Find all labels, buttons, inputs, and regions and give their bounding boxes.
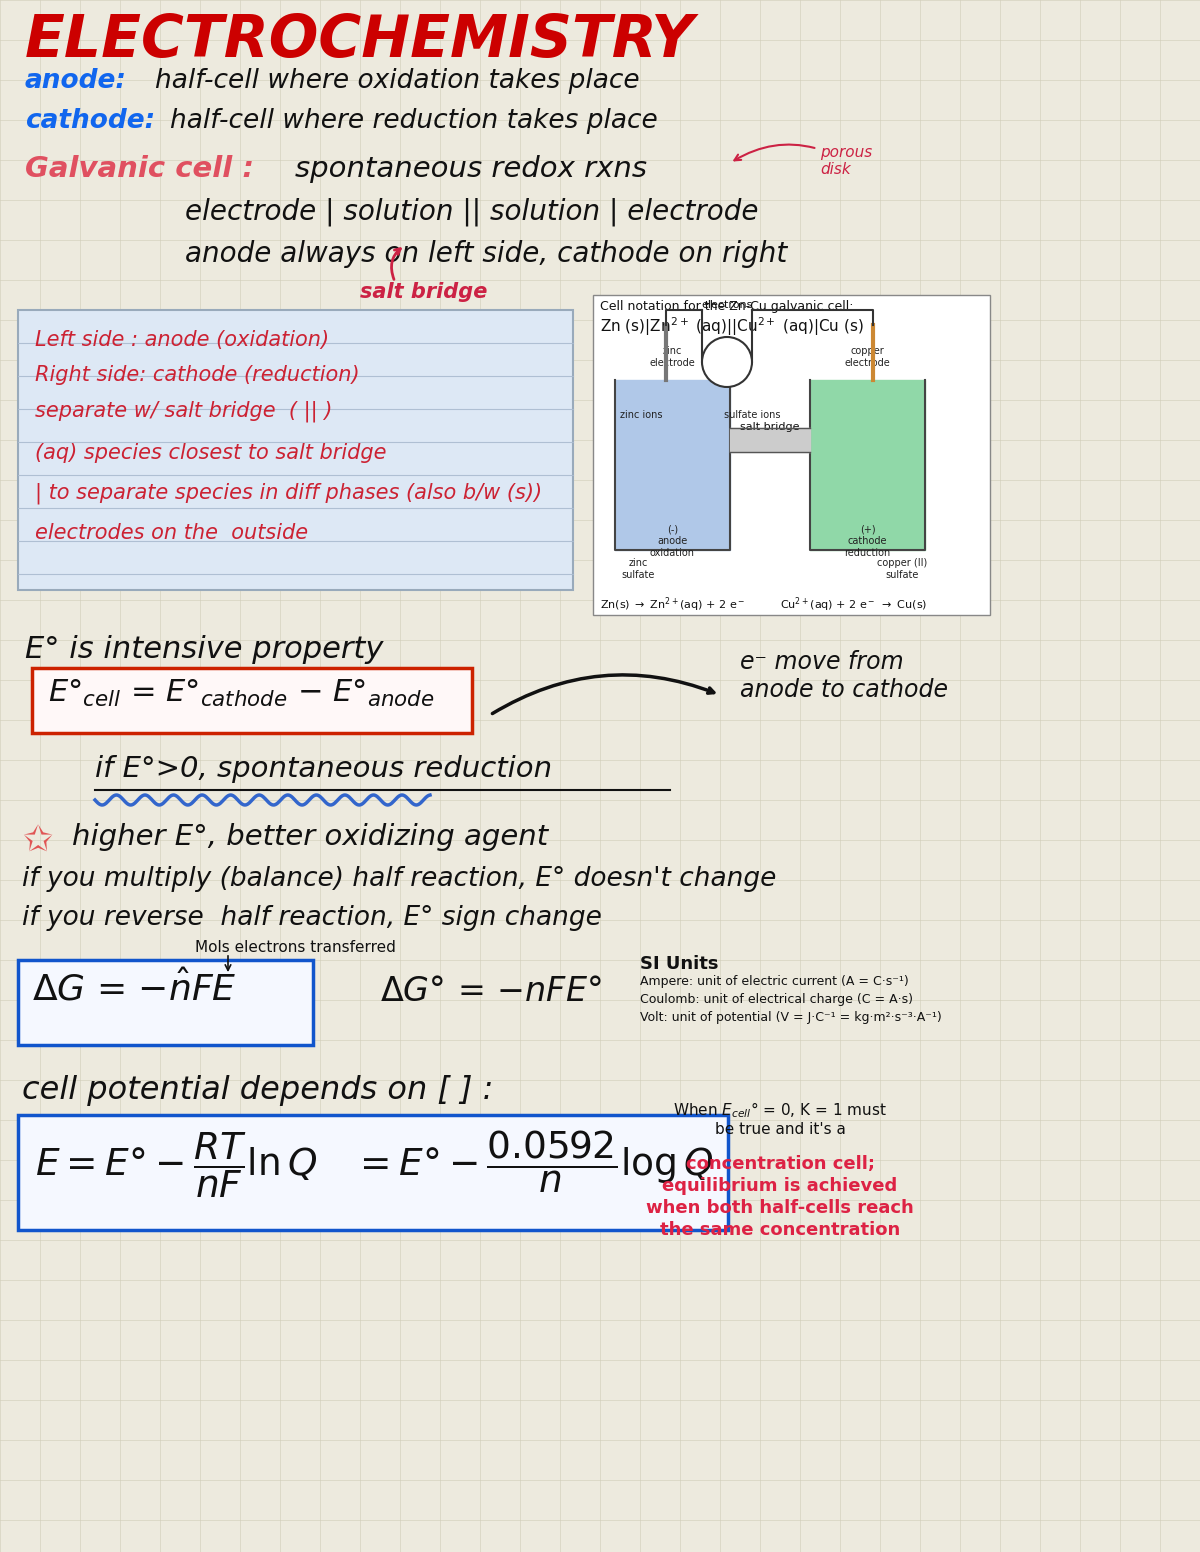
Text: When $E_{cell}$° = 0, K = 1 must: When $E_{cell}$° = 0, K = 1 must <box>673 1100 887 1119</box>
Text: Cell notation for the Zn-Cu galvanic cell:: Cell notation for the Zn-Cu galvanic cel… <box>600 300 853 314</box>
Text: $E = E° - \dfrac{RT}{nF}\ln Q$   $= E° - \dfrac{0.0592}{n}\log Q$: $E = E° - \dfrac{RT}{nF}\ln Q$ $= E° - \… <box>35 1128 714 1200</box>
Text: zinc ions: zinc ions <box>620 410 662 419</box>
Text: $\Delta G$ = $-\hat{n}$FE: $\Delta G$ = $-\hat{n}$FE <box>32 970 236 1007</box>
Bar <box>18 310 574 590</box>
Text: electrode | solution || solution | electrode: electrode | solution || solution | elect… <box>185 199 758 227</box>
Text: | to separate species in diff phases (also b/w (s)): | to separate species in diff phases (al… <box>35 483 542 504</box>
Text: Left side : anode (oxidation): Left side : anode (oxidation) <box>35 331 329 351</box>
Text: E° is intensive property: E° is intensive property <box>25 635 383 664</box>
Text: salt bridge: salt bridge <box>740 422 799 431</box>
Text: Right side: cathode (reduction): Right side: cathode (reduction) <box>35 365 360 385</box>
Text: Cu$^{2+}$(aq) + 2 e$^-$ $\rightarrow$ Cu(s): Cu$^{2+}$(aq) + 2 e$^-$ $\rightarrow$ Cu… <box>780 594 928 613</box>
Text: Zn(s) $\rightarrow$ Zn$^{2+}$(aq) + 2 e$^-$: Zn(s) $\rightarrow$ Zn$^{2+}$(aq) + 2 e$… <box>600 594 745 613</box>
Text: E°$_{cell}$ = E°$_{cathode}$ $-$ E°$_{anode}$: E°$_{cell}$ = E°$_{cathode}$ $-$ E°$_{an… <box>48 678 434 709</box>
Text: Mols electrons transferred: Mols electrons transferred <box>194 941 396 954</box>
Text: SI Units: SI Units <box>640 954 719 973</box>
Text: Ampere: unit of electric current (A = C·s⁻¹): Ampere: unit of electric current (A = C·… <box>640 975 908 989</box>
Text: e⁻ move from
anode to cathode: e⁻ move from anode to cathode <box>740 650 948 702</box>
Circle shape <box>702 337 752 386</box>
Text: half-cell where reduction takes place: half-cell where reduction takes place <box>170 109 658 133</box>
Text: Voltmeter:: Voltmeter: <box>706 354 749 363</box>
Text: porous
disk: porous disk <box>734 144 872 177</box>
Text: cathode:: cathode: <box>25 109 155 133</box>
Text: ELECTROCHEMISTRY: ELECTROCHEMISTRY <box>25 12 695 68</box>
Text: (+)
cathode
reduction: (+) cathode reduction <box>845 525 890 557</box>
Text: Coulomb: unit of electrical charge (C = A·s): Coulomb: unit of electrical charge (C = … <box>640 993 913 1006</box>
Text: if E°>0, spontaneous reduction: if E°>0, spontaneous reduction <box>95 754 552 784</box>
Text: (-)
anode
oxidation: (-) anode oxidation <box>650 525 695 557</box>
Text: anode:: anode: <box>25 68 127 95</box>
Text: spontaneous redox rxns: spontaneous redox rxns <box>295 155 647 183</box>
Text: when both half-cells reach: when both half-cells reach <box>646 1200 914 1217</box>
Text: Volt: unit of potential (V = J·C⁻¹ = kg·m²·s⁻³·A⁻¹): Volt: unit of potential (V = J·C⁻¹ = kg·… <box>640 1010 942 1024</box>
Text: if you reverse  half reaction, E° sign change: if you reverse half reaction, E° sign ch… <box>22 905 602 931</box>
Bar <box>593 295 990 615</box>
Text: copper (II)
sulfate: copper (II) sulfate <box>877 559 928 579</box>
Text: (aq) species closest to salt bridge: (aq) species closest to salt bridge <box>35 442 386 462</box>
Text: equilibrium is achieved: equilibrium is achieved <box>662 1176 898 1195</box>
Text: +1.10 V: +1.10 V <box>708 366 746 376</box>
Text: cell potential depends on [ ] :: cell potential depends on [ ] : <box>22 1076 493 1107</box>
Text: zinc
sulfate: zinc sulfate <box>622 559 655 579</box>
Text: electrodes on the  outside: electrodes on the outside <box>35 523 308 543</box>
Text: Galvanic cell :: Galvanic cell : <box>25 155 254 183</box>
Text: Zn (s)|Zn$^{2+}$ (aq)||Cu$^{2+}$ (aq)|Cu (s): Zn (s)|Zn$^{2+}$ (aq)||Cu$^{2+}$ (aq)|Cu… <box>600 315 864 338</box>
Text: separate w/ salt bridge  ( || ): separate w/ salt bridge ( || ) <box>35 400 332 422</box>
Text: electrons: electrons <box>701 300 752 310</box>
Text: be true and it's a: be true and it's a <box>714 1122 846 1138</box>
Text: anode always on left side, cathode on right: anode always on left side, cathode on ri… <box>185 241 787 268</box>
Text: half-cell where oxidation takes place: half-cell where oxidation takes place <box>155 68 640 95</box>
Text: $\Delta G°$ $\!=\!$ $-$nFE°: $\Delta G°$ $\!=\!$ $-$nFE° <box>380 975 601 1007</box>
Bar <box>18 961 313 1044</box>
Text: if you multiply (balance) half reaction, E° doesn't change: if you multiply (balance) half reaction,… <box>22 866 776 892</box>
Text: the same concentration: the same concentration <box>660 1221 900 1238</box>
Text: sulfate ions: sulfate ions <box>724 410 780 419</box>
Text: ✩: ✩ <box>22 826 53 858</box>
Text: concentration cell;: concentration cell; <box>685 1155 875 1173</box>
Text: higher E°, better oxidizing agent: higher E°, better oxidizing agent <box>72 823 548 850</box>
Bar <box>18 1114 728 1231</box>
Text: salt bridge: salt bridge <box>360 282 487 303</box>
Text: zinc
electrode: zinc electrode <box>649 346 695 368</box>
Bar <box>32 667 472 733</box>
Text: copper
electrode: copper electrode <box>845 346 890 368</box>
